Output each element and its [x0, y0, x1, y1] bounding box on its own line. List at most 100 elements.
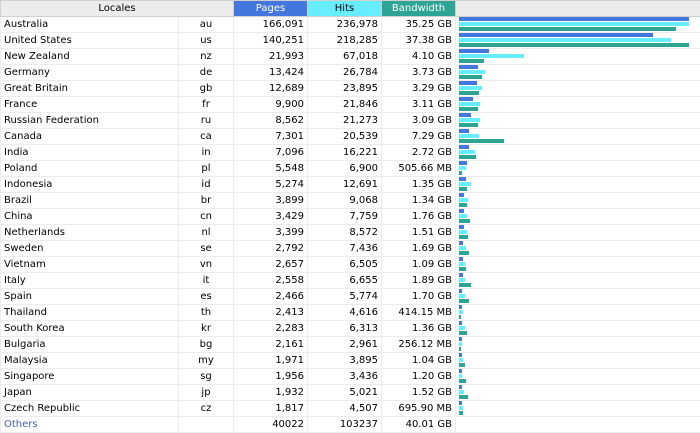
locale-code: cz — [179, 401, 234, 417]
hits-bar — [459, 134, 479, 138]
pages-bar — [459, 209, 464, 213]
locale-name: Bulgaria — [1, 337, 179, 353]
graph-header — [456, 1, 700, 17]
pages-header[interactable]: Pages — [234, 1, 308, 17]
locale-name: United States — [1, 33, 179, 49]
hits-value: 67,018 — [308, 49, 382, 65]
locale-code: es — [179, 289, 234, 305]
hits-value: 218,285 — [308, 33, 382, 49]
others-label[interactable]: Others — [1, 417, 179, 433]
pages-value: 2,792 — [234, 241, 308, 257]
bandwidth-bar — [459, 347, 461, 351]
hits-header[interactable]: Hits — [308, 1, 382, 17]
locale-code: bg — [179, 337, 234, 353]
locale-code: kr — [179, 321, 234, 337]
bandwidth-bar — [459, 251, 469, 255]
locale-code: cn — [179, 209, 234, 225]
bandwidth-value: 1.89 GB — [382, 273, 456, 289]
locale-name: Japan — [1, 385, 179, 401]
hits-bar — [459, 230, 467, 234]
locale-code: vn — [179, 257, 234, 273]
pages-bar — [459, 321, 462, 325]
hits-value: 9,068 — [308, 193, 382, 209]
bar-graph — [456, 305, 700, 321]
others-graph — [456, 417, 700, 433]
pages-bar — [459, 81, 477, 85]
bandwidth-value: 1.51 GB — [382, 225, 456, 241]
others-pages: 40022 — [234, 417, 308, 433]
bandwidth-bar — [459, 187, 467, 191]
bandwidth-bar — [459, 203, 467, 207]
pages-bar — [459, 49, 489, 53]
hits-value: 26,784 — [308, 65, 382, 81]
locale-code: us — [179, 33, 234, 49]
bandwidth-bar — [459, 75, 482, 79]
pages-value: 1,817 — [234, 401, 308, 417]
bar-graph — [456, 209, 700, 225]
locale-name: Poland — [1, 161, 179, 177]
locale-name: Sweden — [1, 241, 179, 257]
hits-value: 16,221 — [308, 145, 382, 161]
table-header-row: Locales Pages Hits Bandwidth — [1, 1, 700, 17]
locale-name: Spain — [1, 289, 179, 305]
bar-graph — [456, 401, 700, 417]
hits-bar — [459, 294, 465, 298]
bar-graph — [456, 321, 700, 337]
pages-value: 140,251 — [234, 33, 308, 49]
pages-value: 13,424 — [234, 65, 308, 81]
pages-bar — [459, 65, 478, 69]
locale-code: pl — [179, 161, 234, 177]
bandwidth-header[interactable]: Bandwidth — [382, 1, 456, 17]
bar-graph — [456, 97, 700, 113]
locale-code: ca — [179, 129, 234, 145]
bandwidth-value: 3.11 GB — [382, 97, 456, 113]
bandwidth-bar — [459, 171, 462, 175]
pages-value: 3,899 — [234, 193, 308, 209]
hits-bar — [459, 166, 466, 170]
bandwidth-bar — [459, 107, 478, 111]
hits-value: 3,436 — [308, 369, 382, 385]
bandwidth-bar — [459, 59, 484, 63]
pages-value: 2,413 — [234, 305, 308, 321]
pages-bar — [459, 17, 689, 21]
pages-bar — [459, 193, 464, 197]
pages-value: 9,900 — [234, 97, 308, 113]
bar-graph — [456, 193, 700, 209]
hits-bar — [459, 246, 466, 250]
hits-bar — [459, 70, 485, 74]
bandwidth-value: 414.15 MB — [382, 305, 456, 321]
bandwidth-bar — [459, 411, 463, 415]
hits-bar — [459, 22, 689, 26]
locale-name: Malaysia — [1, 353, 179, 369]
bandwidth-bar — [459, 43, 689, 47]
bandwidth-bar — [459, 235, 468, 239]
hits-bar — [459, 54, 524, 58]
bandwidth-value: 1.76 GB — [382, 209, 456, 225]
others-hits: 103237 — [308, 417, 382, 433]
pages-bar — [459, 257, 463, 261]
bandwidth-value: 505.66 MB — [382, 161, 456, 177]
bandwidth-value: 1.34 GB — [382, 193, 456, 209]
bandwidth-bar — [459, 123, 478, 127]
locale-name: Germany — [1, 65, 179, 81]
hits-value: 6,900 — [308, 161, 382, 177]
hits-value: 4,616 — [308, 305, 382, 321]
bar-graph — [456, 225, 700, 241]
hits-value: 6,655 — [308, 273, 382, 289]
locale-code: au — [179, 17, 234, 33]
bandwidth-bar — [459, 299, 469, 303]
pages-value: 21,993 — [234, 49, 308, 65]
pages-value: 7,096 — [234, 145, 308, 161]
hits-bar — [459, 182, 471, 186]
locale-name: Czech Republic — [1, 401, 179, 417]
hits-bar — [459, 38, 671, 42]
locales-header[interactable]: Locales — [1, 1, 234, 17]
hits-bar — [459, 102, 480, 106]
bandwidth-bar — [459, 155, 476, 159]
